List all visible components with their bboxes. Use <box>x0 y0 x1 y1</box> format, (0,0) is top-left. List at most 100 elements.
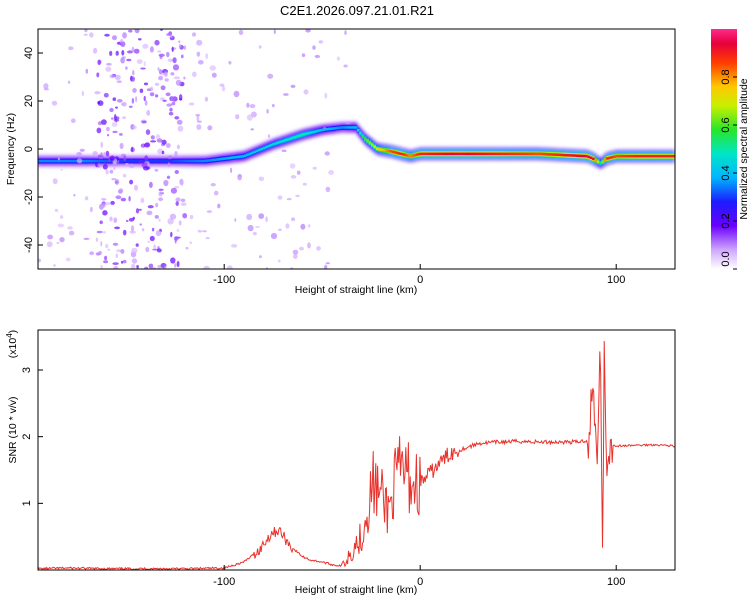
spectrogram-speck <box>328 170 334 175</box>
spectrogram-speck <box>155 94 159 98</box>
spectrogram-speck <box>43 83 49 90</box>
spectrogram-cell <box>403 153 407 157</box>
spectrogram-cell <box>493 152 496 156</box>
spectrogram-speck <box>132 125 137 130</box>
spectrogram-speck <box>129 230 136 234</box>
spectrogram-speck <box>246 114 253 121</box>
spectrogram-cell <box>248 152 252 156</box>
snr-panel: -100 0 100 1 2 3 Height of straight line (km… <box>5 329 676 596</box>
spectrogram-speck <box>162 99 167 102</box>
spectrogram-speck <box>112 262 119 265</box>
spectrogram-speck <box>150 140 157 143</box>
snr-y-tick-label: 1 <box>21 500 33 506</box>
spectrogram-cell <box>472 152 475 156</box>
spectrogram-cell <box>251 151 254 155</box>
spectrogram-speck <box>83 237 90 240</box>
spectrogram-speck <box>131 258 138 264</box>
spectrogram-speck <box>170 34 173 39</box>
spectrogram-cell <box>632 154 635 158</box>
spectrogram-speck <box>258 45 262 49</box>
snr-y-ticks: 1 2 3 <box>21 367 43 506</box>
spectrogram-cell <box>239 155 242 158</box>
spectrogram-speck <box>146 109 151 116</box>
spectrogram-speck <box>128 196 131 202</box>
spectrogram-speck <box>149 181 153 188</box>
spectrogram-speck <box>109 155 115 161</box>
spectrogram-cell <box>298 134 301 137</box>
spectrogram-speck <box>43 88 50 91</box>
spectrogram-speck <box>174 150 178 158</box>
spectrogram-speck <box>233 90 240 98</box>
colorbar-tick-label: 0.6 <box>720 117 732 132</box>
spectrogram-speck <box>103 92 109 98</box>
spectrogram-cell <box>389 150 393 153</box>
spectrogram-cell <box>192 159 195 163</box>
spectrogram-speck <box>258 213 265 220</box>
spectrogram-speck <box>143 166 149 171</box>
spectrogram-cell <box>48 159 52 163</box>
spectrogram-cell <box>182 159 186 163</box>
spectrogram-speck <box>117 99 123 103</box>
spectrogram-speck <box>149 46 154 53</box>
spectrogram-speck <box>146 88 151 91</box>
spectrogram-speck <box>146 210 153 216</box>
spectrogram-speck <box>158 191 163 197</box>
spectrogram-x-tick-label: 0 <box>417 274 423 286</box>
spectrogram-speck <box>105 66 112 72</box>
spectrogram-cell <box>323 128 327 131</box>
spectrogram-cell <box>262 146 266 150</box>
spectrogram-speck <box>259 255 262 259</box>
spectrogram-speck <box>93 47 98 54</box>
spectrogram-cell <box>408 154 412 158</box>
spectrogram-speck <box>170 231 173 238</box>
spectrogram-cell <box>218 158 221 161</box>
spectrogram-cell <box>566 154 569 157</box>
spectrogram-cell <box>554 153 557 156</box>
spectrogram-speck <box>189 214 194 220</box>
spectrogram-speck <box>134 29 140 34</box>
spectrogram-speck <box>168 111 174 116</box>
spectrogram-cell <box>293 136 296 139</box>
spectrogram-speck <box>154 39 160 46</box>
spectrogram-speck <box>114 116 120 120</box>
snr-x-tick-label: -100 <box>213 576 235 588</box>
spectrogram-speck <box>295 194 300 198</box>
spectrogram-speck <box>158 69 163 75</box>
spectrogram-speck <box>185 246 189 250</box>
colorbar-label: Normalized spectral amplitude <box>738 78 750 219</box>
spectrogram-x-ticks: -100 0 100 <box>213 264 625 286</box>
spectrogram-speck <box>227 265 233 269</box>
spectrogram-speck <box>139 223 142 226</box>
spectrogram-cell <box>399 152 402 155</box>
spectrogram-cell <box>307 131 311 135</box>
spectrogram-speck <box>170 257 176 264</box>
spectrogram-speck <box>277 195 283 200</box>
spectrogram-speck <box>141 120 147 124</box>
spectrogram-speck <box>312 45 316 50</box>
spectrogram-cell <box>53 159 57 163</box>
spectrogram-speck <box>174 116 180 120</box>
spectrogram-speck <box>110 200 115 205</box>
spectrogram-speck <box>180 202 187 207</box>
spectrogram-cell <box>540 152 543 156</box>
spectrogram-cell <box>427 152 430 156</box>
spectrogram-speck <box>70 118 76 123</box>
spectrogram-speck <box>97 100 104 106</box>
spectrogram-speck <box>147 240 151 243</box>
spectrogram-speck <box>156 138 163 143</box>
spectrogram-cell <box>523 152 527 156</box>
spectrogram-speck <box>114 74 121 81</box>
spectrogram-cell <box>194 159 198 163</box>
spectrogram-cell <box>542 152 546 156</box>
spectrogram-cell <box>74 159 78 163</box>
spectrogram-speck <box>158 75 164 81</box>
spectrogram-speck <box>122 116 127 119</box>
spectrogram-speck <box>344 30 347 35</box>
spectrogram-speck <box>100 141 104 148</box>
spectrogram-cell <box>302 133 306 136</box>
spectrogram-cell <box>321 128 325 131</box>
spectrogram-cell <box>88 159 92 163</box>
spectrogram-speck <box>128 105 133 109</box>
spectrogram-x-label: Height of straight line (km) <box>295 284 418 296</box>
spectrogram-cell <box>276 141 280 144</box>
